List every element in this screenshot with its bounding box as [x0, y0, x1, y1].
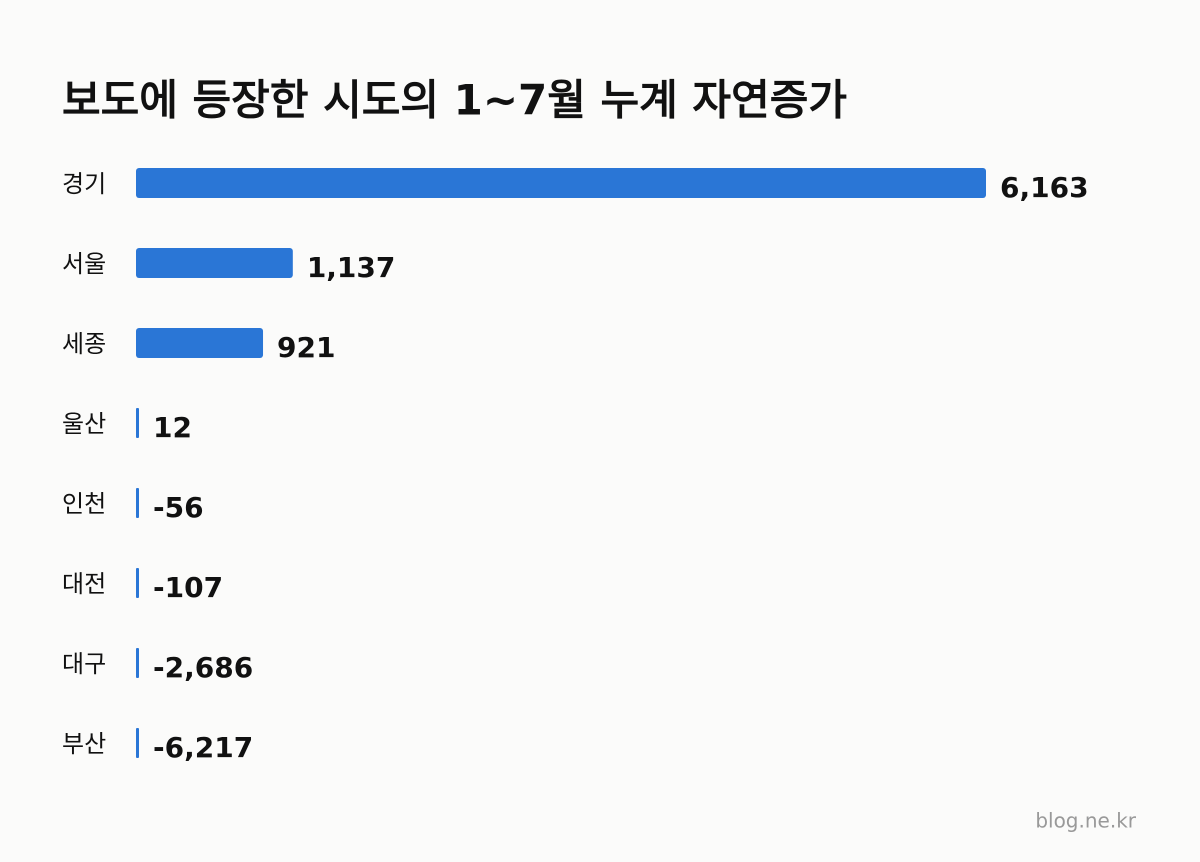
category-label: 대전: [62, 570, 106, 598]
category-label: 세종: [62, 330, 106, 358]
value-label: 6,163: [1000, 171, 1089, 204]
bar: [136, 408, 139, 438]
value-label: 1,137: [307, 251, 396, 284]
category-label: 인천: [62, 490, 106, 518]
value-label: -2,686: [153, 651, 253, 684]
bar: [136, 648, 139, 678]
value-label: -56: [153, 491, 204, 524]
bar: [136, 328, 264, 358]
bar: [136, 728, 139, 758]
value-label: -107: [153, 571, 223, 604]
category-label: 경기: [62, 170, 106, 198]
bar: [136, 488, 139, 518]
value-label: -6,217: [153, 731, 253, 764]
category-label: 울산: [62, 410, 106, 438]
chart-title: 보도에 등장한 시도의 1~7월 누계 자연증가: [62, 76, 847, 125]
value-label: 921: [277, 331, 335, 364]
category-label: 부산: [62, 730, 106, 758]
value-label: 12: [153, 411, 192, 444]
bar: [136, 568, 139, 598]
bar: [136, 168, 986, 198]
source: blog.ne.kr: [1035, 809, 1136, 833]
category-label: 대구: [62, 650, 106, 678]
bar: [136, 248, 293, 278]
category-label: 서울: [62, 250, 106, 278]
